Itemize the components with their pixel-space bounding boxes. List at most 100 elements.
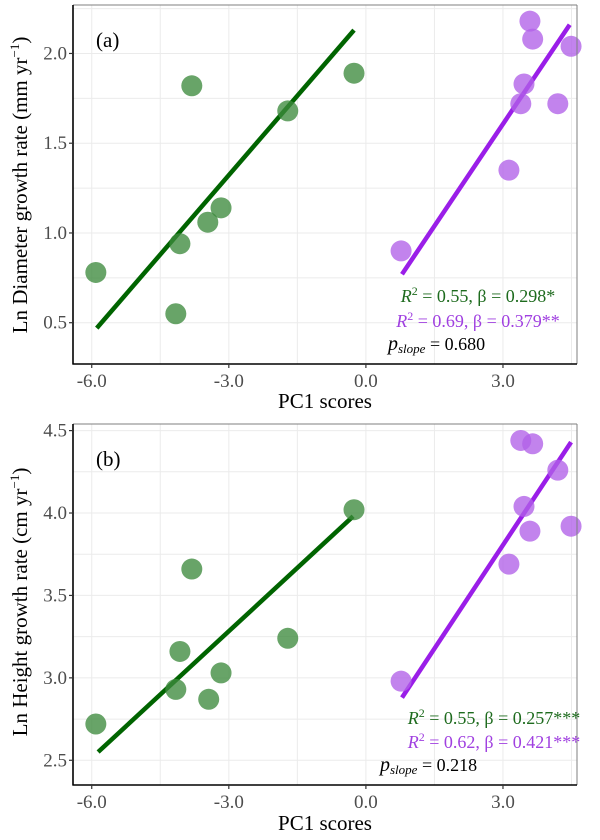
- data-point-green: [198, 688, 220, 710]
- data-point-purple: [390, 670, 412, 692]
- fit-lines-b: [96, 440, 573, 754]
- x-tick-label: 0.0: [354, 792, 378, 813]
- data-point-green: [210, 197, 232, 219]
- y-tick-label: 4.5: [43, 421, 67, 442]
- p-sub: slope: [390, 762, 418, 777]
- data-point-green: [277, 627, 299, 649]
- data-point-green: [210, 662, 232, 684]
- panel-label-a: (a): [96, 28, 119, 52]
- data-point-purple: [519, 10, 541, 32]
- annotation-a-purple: R2 = 0.69, β = 0.379**: [395, 309, 559, 331]
- x-tick-label: -3.0: [214, 792, 244, 813]
- r-label: R: [395, 311, 407, 331]
- data-point-purple: [560, 515, 582, 537]
- data-point-green: [181, 558, 203, 580]
- data-point-purple: [547, 459, 569, 481]
- x-tick-label: 0.0: [354, 371, 378, 392]
- y-tick-label: 3.0: [43, 668, 67, 689]
- panel-a: -6.0 -3.0 0.0 3.0 0.5 1.0 1.5 2.0 (a) PC1 score…: [7, 4, 582, 413]
- x-tick-label: -6.0: [77, 371, 107, 392]
- r-label: R: [407, 708, 419, 728]
- data-point-purple: [560, 35, 582, 57]
- r-label: R: [407, 732, 419, 752]
- frame-a: [72, 4, 578, 365]
- data-point-purple: [510, 93, 532, 115]
- p-label: p: [386, 333, 398, 355]
- anno-text: = 0.62, β = 0.421***: [425, 732, 580, 752]
- data-point-green: [165, 303, 187, 325]
- anno-text: = 0.55, β = 0.257***: [425, 708, 580, 728]
- data-point-purple: [519, 520, 541, 542]
- ticks-b: -6.0 -3.0 0.0 3.0 2.5 3.0 3.5 4.0 4.5: [43, 421, 515, 813]
- y-tick-label: 2.5: [43, 750, 67, 771]
- x-tick-label: 3.0: [491, 792, 515, 813]
- frame-b: [72, 423, 578, 786]
- y-axis-title-a-main: Ln Diameter growth rate (mm yr: [8, 58, 32, 334]
- fit-line-green: [96, 514, 355, 754]
- data-point-purple: [498, 159, 520, 181]
- data-point-green: [343, 499, 365, 521]
- annotation-b-purple: R2 = 0.62, β = 0.421***: [407, 730, 580, 752]
- y-axis-title-a-sup: −1: [7, 44, 22, 58]
- y-tick-label: 3.5: [43, 585, 67, 606]
- grid-b: [73, 424, 577, 785]
- data-point-green: [343, 62, 365, 84]
- p-label: p: [378, 754, 390, 776]
- data-point-green: [169, 233, 191, 255]
- y-tick-label: 2.0: [43, 43, 67, 64]
- annotation-b-pslope: pslope = 0.218: [378, 754, 477, 777]
- annotation-b: R2 = 0.55, β = 0.257*** R2 = 0.62, β = 0…: [378, 706, 580, 777]
- y-axis-title-b-close: ): [8, 468, 32, 475]
- y-axis-title-b-main: Ln Height growth rate (cm yr: [8, 489, 32, 737]
- fit-line-purple: [400, 23, 572, 276]
- r-sup: 2: [419, 706, 425, 720]
- r-sup: 2: [412, 284, 418, 298]
- plot-background: [73, 424, 577, 785]
- x-axis-title-a: PC1 scores: [278, 389, 372, 413]
- x-axis-title-b: PC1 scores: [278, 811, 372, 835]
- data-point-purple: [522, 433, 544, 455]
- data-point-purple: [547, 93, 569, 115]
- y-axis-title-b-sup: −1: [7, 475, 22, 489]
- anno-text: = 0.69, β = 0.379**: [413, 311, 559, 331]
- annotation-a: R2 = 0.55, β = 0.298* R2 = 0.69, β = 0.3…: [386, 284, 560, 356]
- anno-text: = 0.680: [425, 334, 485, 354]
- y-tick-label: 0.5: [43, 313, 67, 334]
- data-point-green: [197, 211, 219, 233]
- panel-b: -6.0 -3.0 0.0 3.0 2.5 3.0 3.5 4.0 4.5 (b) PC1 sc…: [7, 421, 582, 835]
- x-tick-label: -3.0: [214, 371, 244, 392]
- p-sub: slope: [398, 341, 426, 356]
- anno-text: = 0.55, β = 0.298*: [418, 286, 555, 306]
- data-point-purple: [522, 28, 544, 50]
- data-point-green: [85, 713, 107, 735]
- data-point-purple: [513, 495, 535, 517]
- y-axis-title-b: Ln Height growth rate (cm yr−1): [7, 468, 32, 737]
- x-tick-label: -6.0: [77, 792, 107, 813]
- y-axis-title-a-close: ): [8, 37, 32, 44]
- data-point-green: [169, 640, 191, 662]
- data-point-purple: [390, 240, 412, 262]
- panel-label-b: (b): [96, 447, 121, 471]
- annotation-a-green: R2 = 0.55, β = 0.298*: [400, 284, 555, 306]
- fit-line-green: [95, 28, 356, 330]
- data-point-purple: [498, 553, 520, 575]
- y-tick-label: 1.5: [43, 133, 67, 154]
- fit-lines-a: [95, 23, 572, 330]
- data-point-purple: [513, 73, 535, 95]
- anno-text: = 0.218: [417, 755, 477, 775]
- data-point-green: [165, 678, 187, 700]
- r-sup: 2: [407, 309, 413, 323]
- x-tick-label: 3.0: [491, 371, 515, 392]
- r-label: R: [400, 286, 412, 306]
- r-sup: 2: [419, 730, 425, 744]
- fit-line-purple: [400, 440, 573, 699]
- ticks-a: -6.0 -3.0 0.0 3.0 0.5 1.0 1.5 2.0: [43, 43, 515, 392]
- annotation-a-pslope: pslope = 0.680: [386, 333, 485, 356]
- y-tick-label: 1.0: [43, 223, 67, 244]
- points-a: [85, 10, 582, 325]
- data-point-green: [277, 100, 299, 122]
- y-tick-label: 4.0: [43, 503, 67, 524]
- points-b: [85, 429, 582, 735]
- annotation-b-green: R2 = 0.55, β = 0.257***: [407, 706, 580, 728]
